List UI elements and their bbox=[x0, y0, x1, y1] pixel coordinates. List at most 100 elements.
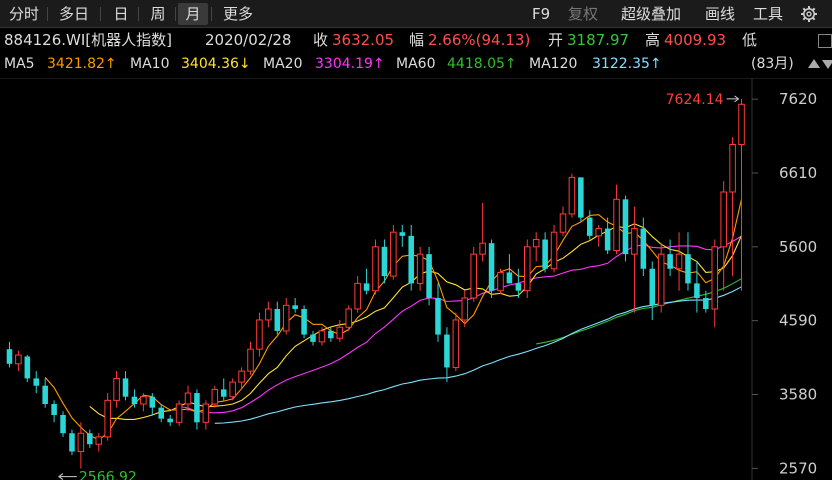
candle-body-up bbox=[559, 213, 567, 233]
candle-body-up bbox=[595, 228, 602, 237]
candle-body-down bbox=[408, 235, 414, 284]
close-label: 收 bbox=[313, 31, 329, 49]
f9-button[interactable]: F9 bbox=[532, 5, 551, 23]
candle-body-up bbox=[202, 403, 210, 423]
gear-icon[interactable] bbox=[800, 5, 818, 23]
candle-body-down bbox=[685, 254, 691, 284]
adjust-button[interactable]: 复权 bbox=[568, 5, 599, 23]
candles bbox=[6, 98, 745, 469]
candlestick-chart[interactable]: 7620 6610 5600 4590 3580 2570 7624.14 2566.92 bbox=[0, 78, 832, 480]
ma-legend: MA5 3421.82↑ MA10 3404.36↓ MA20 3304.19↑… bbox=[0, 52, 832, 76]
ma120-value: 3122.35↑ bbox=[592, 56, 662, 72]
triangle-down-icon[interactable] bbox=[820, 56, 832, 72]
candle-body-down bbox=[149, 396, 156, 408]
ma20-label: MA20 bbox=[263, 56, 303, 72]
candle-body-down bbox=[122, 378, 129, 397]
tab-week[interactable]: 周 bbox=[150, 5, 166, 23]
panel-toggle[interactable] bbox=[818, 34, 832, 48]
candle-body-up bbox=[15, 354, 22, 365]
draw-line-button[interactable]: 画线 bbox=[705, 5, 736, 23]
candle-body-down bbox=[444, 334, 450, 368]
candle-body-up bbox=[738, 103, 745, 145]
candle-body-down bbox=[131, 396, 138, 405]
candle-body-up bbox=[568, 176, 576, 215]
candle-body-up bbox=[470, 253, 477, 299]
y-tick-label: 7620 bbox=[779, 90, 817, 108]
candle-body-up bbox=[211, 388, 219, 405]
ma10-value: 3404.36↓ bbox=[181, 56, 251, 72]
candle-body-up bbox=[497, 271, 504, 292]
close-value: 3632.05 bbox=[332, 31, 395, 49]
candle-body-down bbox=[69, 433, 75, 452]
period-count: (83月) bbox=[751, 56, 794, 72]
low-label: 低 bbox=[742, 31, 758, 49]
change-label: 幅 bbox=[409, 31, 425, 49]
candle-body-up bbox=[175, 403, 183, 423]
tab-day[interactable]: 日 bbox=[113, 5, 129, 23]
candle-body-up bbox=[229, 381, 236, 398]
tab-intraday[interactable]: 分时 bbox=[8, 5, 39, 23]
security-name: 884126.WI[机器人指数] bbox=[4, 31, 172, 49]
candle-body-down bbox=[60, 414, 66, 434]
candle-body-down bbox=[363, 283, 370, 291]
candle-body-down bbox=[667, 254, 673, 269]
candle-body-down bbox=[515, 283, 522, 291]
candle-body-up bbox=[372, 246, 379, 292]
overlay-button[interactable]: 超级叠加 bbox=[621, 5, 682, 23]
min-arrow-head bbox=[58, 473, 64, 480]
candle-body-up bbox=[256, 319, 263, 350]
candle-body-down bbox=[87, 433, 93, 445]
candle-body-up bbox=[416, 253, 424, 284]
candle-body-up bbox=[390, 231, 397, 277]
tab-multi-day[interactable]: 多日 bbox=[58, 5, 89, 23]
candle-body-up bbox=[95, 436, 103, 445]
candle-body-up bbox=[613, 198, 620, 251]
ma60-label: MA60 bbox=[396, 56, 436, 72]
candle-body-up bbox=[675, 253, 683, 270]
candle-body-down bbox=[292, 305, 298, 309]
open-label: 开 bbox=[548, 31, 564, 49]
ma20-value: 3304.19↑ bbox=[315, 56, 385, 72]
triangle-up-icon[interactable] bbox=[806, 56, 822, 72]
candle-body-up bbox=[104, 399, 111, 438]
candle-body-up bbox=[247, 348, 254, 372]
candle-body-up bbox=[461, 297, 469, 321]
candle-body-up bbox=[711, 246, 719, 310]
candle-body-down bbox=[381, 246, 388, 277]
candle-body-down bbox=[703, 298, 709, 309]
candle-body-up bbox=[345, 308, 352, 328]
divider bbox=[47, 7, 48, 21]
y-tick-label: 2570 bbox=[779, 459, 817, 477]
candle-body-down bbox=[694, 283, 700, 299]
ma10-label: MA10 bbox=[130, 56, 170, 72]
high-value: 4009.93 bbox=[664, 31, 727, 49]
candle-body-down bbox=[542, 239, 548, 269]
tab-more[interactable]: 更多 bbox=[222, 5, 253, 23]
divider bbox=[175, 7, 176, 21]
high-label: 高 bbox=[645, 31, 661, 49]
candle-body-up bbox=[318, 330, 326, 343]
ma5-label: MA5 bbox=[4, 56, 35, 72]
candle-body-up bbox=[631, 228, 638, 255]
candle-body-down bbox=[586, 217, 593, 236]
candle-body-up bbox=[550, 231, 558, 270]
max-arrow-head bbox=[734, 95, 740, 103]
extreme-labels: 7624.14 2566.92 bbox=[58, 92, 740, 480]
ma60-line bbox=[536, 278, 742, 345]
y-tick-label: 3580 bbox=[779, 386, 817, 404]
candle-body-down bbox=[640, 228, 647, 269]
candle-body-down bbox=[6, 349, 13, 364]
y-tick-label: 4590 bbox=[779, 312, 817, 330]
candle-body-up bbox=[184, 392, 192, 405]
candle-body-down bbox=[51, 404, 57, 415]
tab-month[interactable]: 月 bbox=[178, 3, 208, 25]
candle-body-up bbox=[354, 282, 361, 310]
candle-body-down bbox=[328, 330, 334, 339]
ma60-value: 4418.05↑ bbox=[447, 56, 517, 72]
candle-body-up bbox=[336, 326, 344, 339]
divider bbox=[138, 7, 139, 21]
y-tick-label: 6610 bbox=[779, 164, 817, 182]
candle-body-down bbox=[488, 243, 495, 291]
min-price-label: 2566.92 bbox=[79, 470, 137, 480]
tools-button[interactable]: 工具 bbox=[753, 5, 784, 23]
